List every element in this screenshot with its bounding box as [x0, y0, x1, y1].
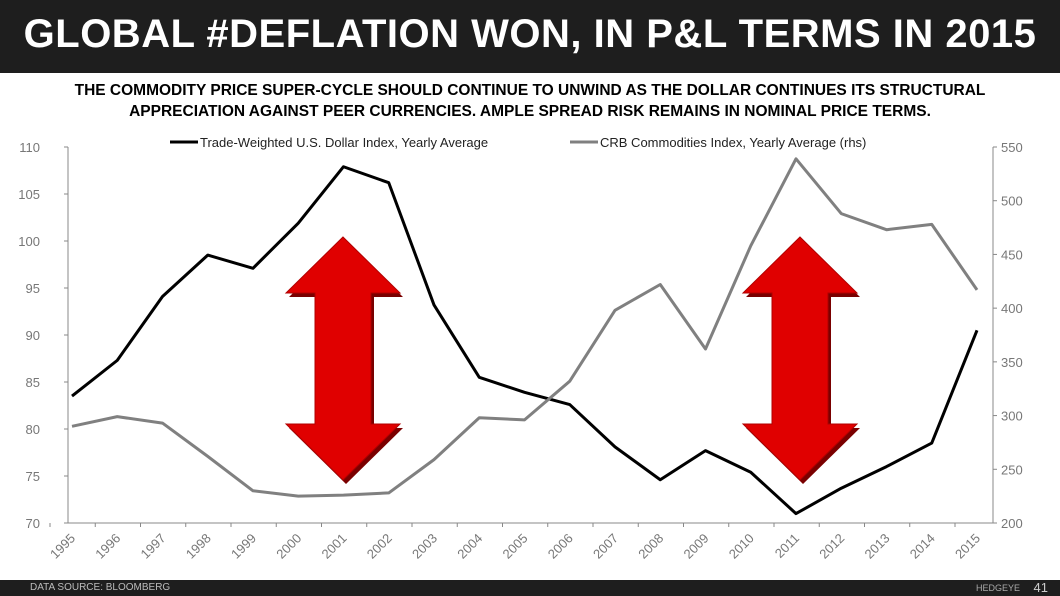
x-tick-label: 2015 — [952, 531, 983, 562]
legend-label: CRB Commodities Index, Yearly Average (r… — [600, 135, 866, 150]
x-tick-label: 2004 — [454, 531, 485, 562]
y-tick-label-right: 200 — [1001, 516, 1023, 531]
data-source: DATA SOURCE: BLOOMBERG — [30, 582, 171, 593]
x-tick-label: 2012 — [816, 531, 847, 562]
y-tick-label-right: 250 — [1001, 462, 1023, 477]
footer: DATA SOURCE: BLOOMBERG HEDGEYE 41 — [0, 580, 1060, 596]
y-tick-label-left: 85 — [26, 375, 40, 390]
y-tick-label-left: 70 — [26, 516, 40, 531]
y-tick-label-left: 90 — [26, 328, 40, 343]
x-tick-label: 2006 — [545, 531, 576, 562]
y-tick-label-right: 350 — [1001, 355, 1023, 370]
x-tick-label: 2011 — [772, 531, 802, 561]
series-line-dollar-index — [71, 165, 979, 516]
page-number: 41 — [1033, 580, 1048, 595]
subtitle-line-2: APPRECIATION AGAINST PEER CURRENCIES. AM… — [129, 103, 931, 120]
y-tick-label-left: 105 — [18, 187, 40, 202]
page-title: GLOBAL #DEFLATION WON, IN P&L TERMS IN 2… — [23, 12, 1037, 56]
x-tick-label: 2005 — [500, 531, 531, 562]
y-tick-label-left: 100 — [18, 234, 40, 249]
x-tick-label: 1995 — [47, 531, 78, 562]
double-arrow-icon — [741, 236, 859, 481]
x-tick-label: 2010 — [726, 531, 757, 562]
subtitle-line-1: THE COMMODITY PRICE SUPER-CYCLE SHOULD C… — [74, 82, 986, 99]
x-tick-label: 2001 — [319, 531, 350, 562]
subtitle: THE COMMODITY PRICE SUPER-CYCLE SHOULD C… — [20, 80, 1040, 122]
brand-logo: HEDGEYE — [975, 583, 1020, 593]
y-tick-label-right: 450 — [1001, 247, 1023, 262]
legend-label: Trade-Weighted U.S. Dollar Index, Yearly… — [200, 135, 488, 150]
x-tick-label: 2002 — [364, 531, 395, 562]
y-tick-label-left: 95 — [26, 281, 40, 296]
x-tick-label: 2009 — [681, 531, 712, 562]
x-tick-label: 1997 — [138, 531, 169, 562]
y-tick-label-left: 80 — [26, 422, 40, 437]
x-tick-label: 2003 — [409, 531, 440, 562]
y-tick-label-left: 110 — [19, 140, 40, 155]
x-tick-label: 1999 — [228, 531, 259, 562]
x-tick-label: 2014 — [907, 531, 938, 562]
y-tick-label-right: 300 — [1001, 409, 1023, 424]
double-arrow-icon — [284, 236, 402, 481]
x-tick-label: 2013 — [862, 531, 893, 562]
y-tick-label-right: 500 — [1001, 194, 1023, 209]
x-tick-label: 2000 — [273, 531, 304, 562]
x-tick-label: 1996 — [92, 531, 123, 562]
x-tick-label: 1998 — [183, 531, 214, 562]
title-bar: GLOBAL #DEFLATION WON, IN P&L TERMS IN 2… — [0, 0, 1060, 73]
x-tick-label: 2007 — [590, 531, 621, 562]
x-tick-label: 2008 — [635, 531, 666, 562]
y-tick-label-left: 75 — [26, 469, 40, 484]
line-chart: 70 75 80 85 90 95 100 105 110 200 250 300 350 400 450 5… — [18, 135, 1023, 562]
y-tick-label-right: 550 — [1001, 140, 1023, 155]
y-tick-label-right: 400 — [1001, 301, 1023, 316]
